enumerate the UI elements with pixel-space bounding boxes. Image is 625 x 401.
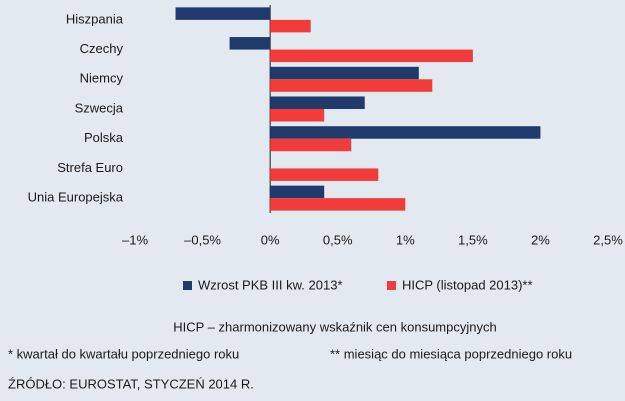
legend-swatch — [387, 281, 396, 290]
note: ** miesiąc do miesiąca poprzedniego roku — [330, 346, 572, 361]
legend-label: HICP (listopad 2013)** — [402, 277, 533, 292]
bar — [270, 19, 311, 33]
bar — [270, 126, 541, 139]
y-tick-label: Polska — [84, 130, 124, 145]
y-tick-label: Hiszpania — [66, 11, 124, 26]
y-tick-label: Czechy — [80, 41, 124, 56]
x-tick-label: 0,5% — [323, 232, 353, 247]
bar — [270, 49, 473, 63]
x-tick-label: 1,5% — [458, 232, 488, 247]
y-tick-label: Unia Europejska — [28, 190, 124, 205]
note: * kwartał do kwartału poprzedniego roku — [8, 346, 239, 361]
x-tick-label: 0% — [261, 232, 280, 247]
x-tick-label: –1% — [122, 232, 148, 247]
bar — [270, 109, 325, 122]
legend-label: Wzrost PKB III kw. 2013* — [198, 277, 343, 292]
bar — [270, 138, 352, 152]
bar — [270, 96, 365, 109]
legend-swatch — [183, 281, 192, 290]
x-tick-label: 2% — [531, 232, 550, 247]
source: ŹRÓDŁO: EUROSTAT, STYCZEŃ 2014 R. — [8, 376, 254, 391]
x-tick-label: –0,5% — [184, 232, 221, 247]
x-tick-label: 2,5% — [593, 232, 623, 247]
bar — [270, 185, 325, 199]
bar — [270, 79, 433, 92]
x-tick-label: 1% — [396, 232, 415, 247]
note: HICP – zharmonizowany wskaźnik cen konsu… — [173, 319, 496, 334]
bar — [270, 66, 419, 80]
y-tick-label: Szwecja — [75, 100, 124, 115]
bar — [270, 168, 379, 181]
bar — [175, 7, 271, 20]
bar — [229, 37, 271, 50]
bar — [270, 198, 406, 211]
y-tick-label: Strefa Euro — [57, 160, 123, 175]
y-tick-label: Niemcy — [80, 71, 124, 86]
